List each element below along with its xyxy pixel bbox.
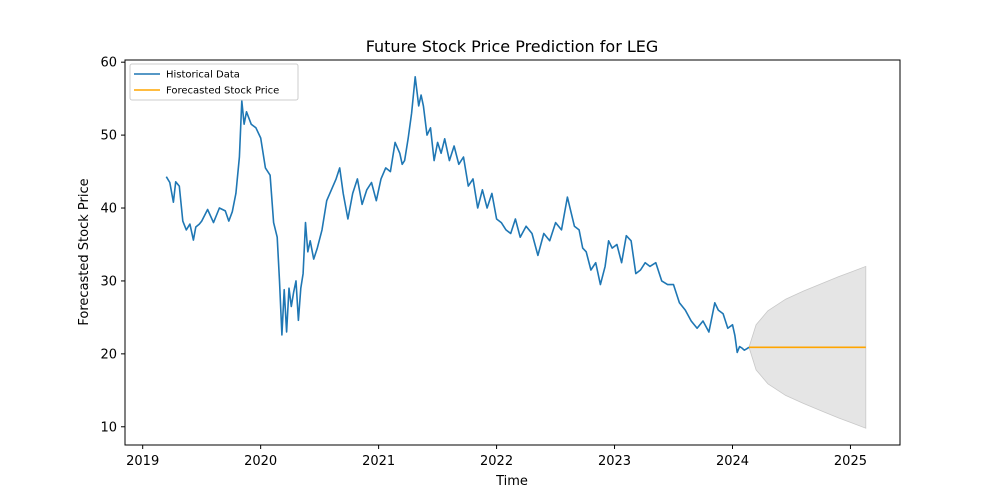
series-line-historical [165, 76, 750, 354]
x-tick-label: 2020 [244, 454, 277, 469]
x-axis: 2019 2020 2021 2022 2023 2024 2025 [126, 445, 867, 469]
x-tick-label: 2023 [598, 454, 631, 469]
legend: Historical Data Forecasted Stock Price [129, 63, 299, 101]
x-tick-label: 2024 [716, 454, 749, 469]
y-tick-label: 30 [100, 274, 117, 289]
legend-box [129, 63, 299, 101]
legend-label-forecast: Forecasted Stock Price [166, 86, 279, 97]
y-tick-label: 20 [100, 347, 117, 362]
y-tick-label: 50 [100, 129, 117, 144]
chart-title: Future Stock Price Prediction for LEG [366, 37, 659, 56]
y-tick-label: 10 [100, 420, 117, 435]
plot-area [165, 76, 867, 429]
y-tick-label: 40 [100, 202, 117, 217]
legend-label-historical: Historical Data [166, 70, 240, 81]
y-axis: 10 20 30 40 50 60 [100, 56, 125, 435]
y-axis-title: Forecasted Stock Price [77, 178, 92, 325]
x-tick-label: 2022 [480, 454, 513, 469]
x-axis-title: Time [495, 474, 528, 489]
x-tick-label: 2025 [834, 454, 867, 469]
x-tick-label: 2021 [362, 454, 395, 469]
plot-frame [124, 59, 901, 446]
y-tick-label: 60 [100, 56, 117, 71]
x-tick-label: 2019 [126, 454, 159, 469]
